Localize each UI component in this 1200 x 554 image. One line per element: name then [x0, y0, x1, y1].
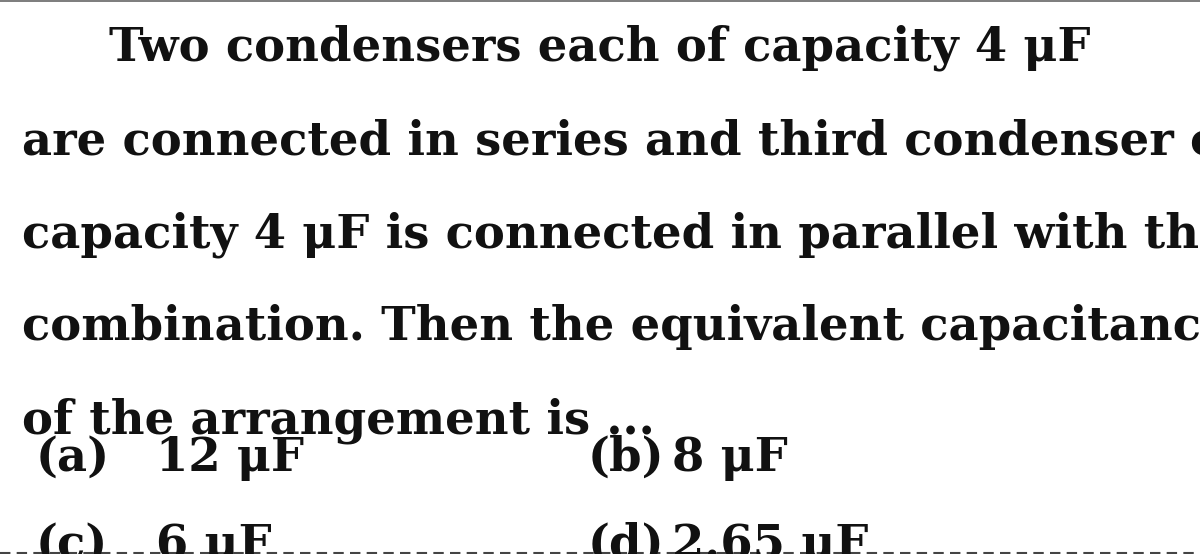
- Text: 6 μF: 6 μF: [156, 522, 271, 554]
- Text: combination. Then the equivalent capacitance: combination. Then the equivalent capacit…: [22, 304, 1200, 350]
- Text: (d): (d): [588, 522, 665, 554]
- Text: are connected in series and third condenser of: are connected in series and third conden…: [22, 118, 1200, 164]
- Text: 2.65 μF: 2.65 μF: [672, 522, 869, 554]
- Text: (a): (a): [36, 435, 110, 481]
- Text: of the arrangement is ...: of the arrangement is ...: [22, 397, 654, 444]
- Text: 12 μF: 12 μF: [156, 435, 304, 481]
- Text: Two condensers each of capacity 4 μF: Two condensers each of capacity 4 μF: [109, 25, 1091, 71]
- Text: 8 μF: 8 μF: [672, 435, 787, 481]
- Text: (b): (b): [588, 435, 665, 481]
- Text: capacity 4 μF is connected in parallel with the: capacity 4 μF is connected in parallel w…: [22, 211, 1200, 258]
- Text: (c): (c): [36, 522, 108, 554]
